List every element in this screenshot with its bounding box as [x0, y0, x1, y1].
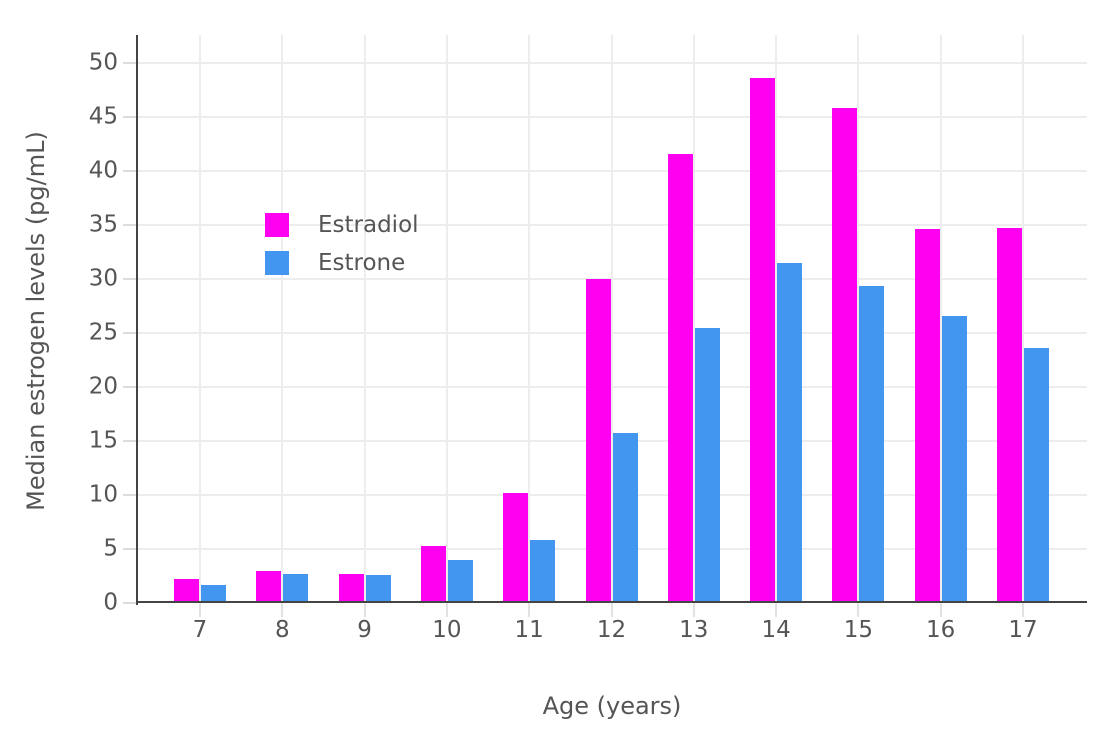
y-tick-mark — [123, 332, 136, 335]
estrone-bar-age-7[interactable] — [201, 584, 226, 603]
estradiol-bar-age-12[interactable] — [585, 279, 611, 603]
estradiol-bar-age-10[interactable] — [420, 545, 446, 603]
x-tick-mark — [857, 603, 860, 617]
x-gridline — [1022, 35, 1024, 603]
estrone-bar-age-11[interactable] — [530, 540, 556, 603]
estrone-bar-age-12[interactable] — [612, 433, 638, 603]
estrone-bar-age-15[interactable] — [859, 285, 885, 603]
x-gridline — [692, 35, 695, 603]
x-gridline — [199, 35, 201, 603]
x-tick-label: 12 — [596, 617, 627, 643]
estradiol-bar-age-7[interactable] — [174, 579, 199, 603]
y-tick-mark — [123, 278, 136, 281]
x-tick-mark — [1022, 603, 1024, 617]
y-tick-label: 20 — [88, 373, 118, 400]
x-tick-mark — [445, 603, 448, 617]
y-tick-mark — [123, 548, 136, 550]
x-tick-mark — [528, 603, 531, 617]
x-tick-label: 15 — [843, 617, 874, 643]
x-tick-label: 16 — [926, 617, 956, 643]
estrone-bar-age-9[interactable] — [365, 574, 391, 603]
y-tick-label: 30 — [88, 265, 118, 292]
x-tick-label: 9 — [357, 617, 372, 643]
estrone-bar-age-8[interactable] — [283, 573, 309, 603]
x-tick-mark — [281, 603, 284, 617]
x-axis-title: Age (years) — [542, 692, 682, 720]
estradiol-bar-age-14[interactable] — [750, 78, 776, 603]
y-tick-mark — [123, 386, 136, 389]
estradiol-bar-age-17[interactable] — [997, 228, 1022, 603]
y-tick-label: 15 — [88, 427, 118, 454]
legend-entry-estradiol[interactable]: Estradiol — [265, 206, 419, 244]
x-tick-mark — [199, 603, 201, 617]
y-tick-mark — [123, 62, 136, 65]
estradiol-bar-age-15[interactable] — [832, 108, 858, 603]
estradiol-bar-age-9[interactable] — [338, 573, 364, 603]
estradiol-bar-age-11[interactable] — [503, 492, 529, 603]
y-tick-label: 45 — [88, 103, 118, 130]
y-tick-mark — [123, 602, 136, 604]
x-tick-label: 11 — [514, 617, 544, 643]
x-tick-label: 17 — [1008, 617, 1038, 643]
x-tick-label: 10 — [432, 617, 462, 643]
estradiol-swatch-icon — [265, 213, 289, 237]
plot-area — [137, 35, 1087, 603]
legend: Estradiol Estrone — [265, 206, 419, 282]
x-gridline — [775, 35, 778, 603]
legend-label-estrone: Estrone — [318, 250, 406, 276]
x-tick-label: 8 — [274, 617, 290, 643]
x-tick-mark — [610, 603, 613, 617]
x-gridline — [939, 35, 942, 603]
y-tick-mark — [123, 224, 136, 227]
x-tick-mark — [692, 603, 695, 617]
estrone-bar-age-16[interactable] — [941, 315, 967, 603]
y-tick-mark — [123, 116, 136, 119]
estrone-bar-age-13[interactable] — [694, 327, 720, 603]
y-tick-label: 35 — [88, 211, 118, 238]
y-tick-mark — [123, 170, 136, 173]
legend-entry-estrone[interactable]: Estrone — [265, 244, 419, 282]
estrone-bar-age-14[interactable] — [777, 262, 803, 603]
y-axis-line — [136, 35, 138, 605]
y-tick-label: 25 — [88, 319, 118, 346]
x-tick-mark — [363, 603, 366, 617]
estradiol-bar-age-16[interactable] — [914, 229, 940, 603]
y-tick-label: 10 — [88, 481, 118, 508]
x-axis-line — [136, 601, 1087, 603]
y-tick-label: 50 — [88, 49, 118, 76]
x-gridline — [281, 35, 284, 603]
estradiol-bar-age-13[interactable] — [667, 153, 693, 603]
x-tick-label: 7 — [192, 617, 208, 643]
x-gridline — [445, 35, 448, 603]
x-tick-label: 13 — [679, 617, 709, 643]
x-gridline — [610, 35, 613, 603]
x-gridline — [528, 35, 531, 603]
x-tick-mark — [939, 603, 942, 617]
x-gridline — [857, 35, 860, 603]
y-tick-label: 5 — [103, 535, 118, 562]
y-tick-label: 40 — [88, 157, 118, 184]
estrone-swatch-icon — [265, 251, 289, 275]
estrone-bar-age-17[interactable] — [1024, 348, 1049, 603]
y-tick-mark — [123, 440, 136, 443]
legend-label-estradiol: Estradiol — [318, 212, 419, 238]
x-tick-mark — [775, 603, 778, 617]
x-tick-label: 14 — [761, 617, 791, 643]
estradiol-bar-age-8[interactable] — [256, 570, 282, 603]
estrone-bar-age-10[interactable] — [447, 559, 473, 603]
y-tick-mark — [123, 494, 136, 496]
x-gridline — [363, 35, 366, 603]
y-tick-label: 0 — [103, 589, 118, 616]
